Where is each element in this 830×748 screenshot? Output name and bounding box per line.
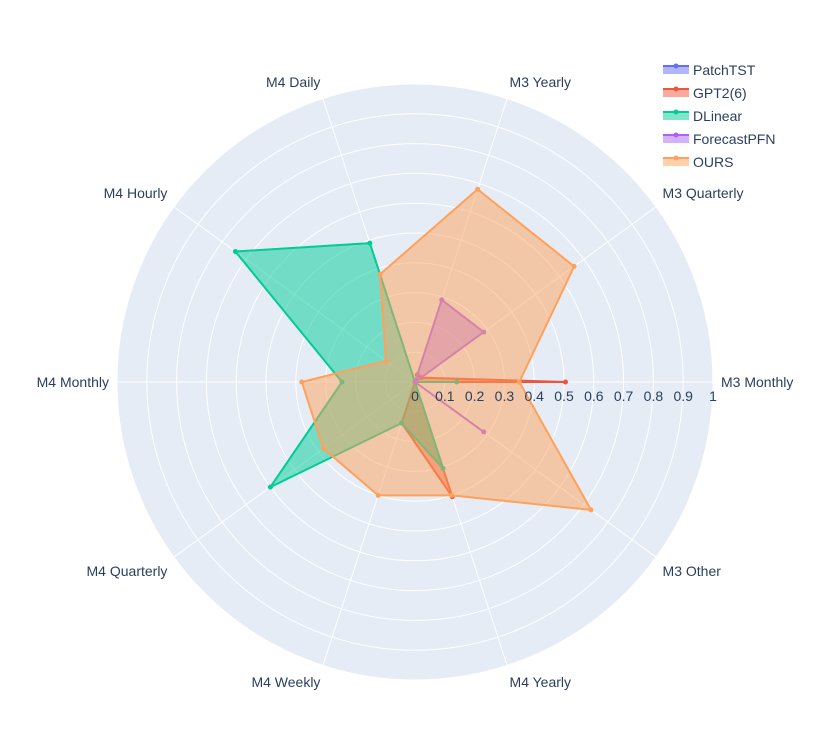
point-ours-m4-quarterly (320, 446, 326, 452)
radial-tick-label: 0.5 (554, 388, 574, 404)
point-ours-m3-yearly (475, 186, 481, 192)
legend-swatch-dlinear (663, 112, 689, 120)
legend-marker-ours (673, 155, 679, 161)
radial-tick-label: 0.3 (495, 388, 515, 404)
axis-label-m3-quarterly: M3 Quarterly (663, 185, 744, 201)
axis-label-m4-quarterly: M4 Quarterly (87, 563, 168, 579)
radial-tick-label: 0.2 (465, 388, 485, 404)
radial-tick-label: 0.7 (614, 388, 634, 404)
axis-label-m3-other: M3 Other (663, 563, 722, 579)
radial-tick-label: 1 (709, 388, 717, 404)
legend-swatch-gpt2-6 (663, 89, 689, 97)
legend-label-ours: OURS (693, 154, 733, 170)
axis-label-m3-monthly: M3 Monthly (721, 374, 793, 390)
axis-label-m4-weekly: M4 Weekly (251, 674, 320, 690)
radial-tick-label: 0 (411, 388, 419, 404)
point-gpt2-6-m3-monthly (562, 379, 568, 385)
point-dlinear-m4-hourly (232, 249, 238, 255)
point-ours-m4-hourly (383, 358, 389, 364)
legend-label-patchtst: PatchTST (693, 62, 756, 78)
legend-swatch-patchtst (663, 66, 689, 74)
legend-item-ours: OURS (663, 154, 733, 170)
point-ours-m4-daily (377, 271, 383, 277)
radial-tick-label: 0.1 (435, 388, 455, 404)
point-ours-m4-yearly (449, 492, 455, 498)
axis-label-m4-yearly: M4 Yearly (510, 674, 571, 690)
point-ours-m4-weekly (375, 492, 381, 498)
legend-label-gpt2-6: GPT2(6) (693, 85, 747, 101)
axis-label-m3-yearly: M3 Yearly (510, 74, 571, 90)
legend-item-patchtst: PatchTST (663, 62, 756, 78)
point-ours-m3-other (588, 507, 594, 513)
point-ours-m3-monthly (516, 379, 522, 385)
legend-swatch-ours (663, 158, 689, 166)
series-traces (232, 186, 594, 513)
legend: PatchTST GPT2(6) DLinear ForecastPFN OURS (663, 62, 775, 170)
radial-tick-label: 0.6 (584, 388, 604, 404)
radial-tick-label: 0.4 (524, 388, 544, 404)
legend-marker-gpt2-6 (673, 86, 679, 92)
legend-marker-patchtst (673, 63, 679, 69)
point-dlinear-m4-quarterly (267, 484, 273, 490)
series-ours (299, 186, 594, 513)
axis-label-m4-hourly: M4 Hourly (104, 185, 168, 201)
legend-item-forecastpfn: ForecastPFN (663, 131, 775, 147)
angular-axis-labels: M3 Monthly M3 Quarterly M3 Yearly M4 Daily M… (37, 74, 794, 690)
radial-axis-ticks: 0 0.1 0.2 0.3 0.4 0.5 0.6 0.7 0.8 0.9 1 (411, 388, 717, 404)
point-ours-m3-quarterly (571, 263, 577, 269)
legend-marker-forecastpfn (673, 132, 679, 138)
legend-label-dlinear: DLinear (693, 108, 742, 124)
legend-label-forecastpfn: ForecastPFN (693, 131, 775, 147)
point-dlinear-m4-daily (367, 240, 373, 246)
axis-label-m4-daily: M4 Daily (266, 74, 320, 90)
legend-swatch-forecastpfn (663, 135, 689, 143)
radial-tick-label: 0.8 (644, 388, 664, 404)
point-ours-m4-monthly (299, 379, 305, 385)
legend-item-dlinear: DLinear (663, 108, 742, 124)
legend-item-gpt2-6: GPT2(6) (663, 85, 747, 101)
legend-marker-dlinear (673, 109, 679, 115)
radial-tick-label: 0.9 (673, 388, 693, 404)
axis-label-m4-monthly: M4 Monthly (37, 374, 109, 390)
